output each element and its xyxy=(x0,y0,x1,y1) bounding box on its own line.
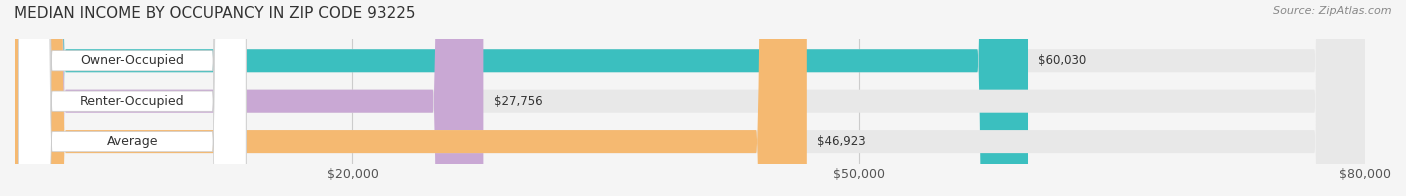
FancyBboxPatch shape xyxy=(15,0,1365,196)
Text: Source: ZipAtlas.com: Source: ZipAtlas.com xyxy=(1274,6,1392,16)
FancyBboxPatch shape xyxy=(15,0,1028,196)
FancyBboxPatch shape xyxy=(15,0,807,196)
Text: MEDIAN INCOME BY OCCUPANCY IN ZIP CODE 93225: MEDIAN INCOME BY OCCUPANCY IN ZIP CODE 9… xyxy=(14,6,416,21)
FancyBboxPatch shape xyxy=(18,0,246,196)
Text: Renter-Occupied: Renter-Occupied xyxy=(80,95,184,108)
FancyBboxPatch shape xyxy=(15,0,484,196)
FancyBboxPatch shape xyxy=(18,0,246,196)
Text: Average: Average xyxy=(107,135,157,148)
Text: $60,030: $60,030 xyxy=(1038,54,1087,67)
FancyBboxPatch shape xyxy=(18,0,246,196)
Text: Owner-Occupied: Owner-Occupied xyxy=(80,54,184,67)
Text: $27,756: $27,756 xyxy=(494,95,543,108)
Text: $46,923: $46,923 xyxy=(817,135,866,148)
FancyBboxPatch shape xyxy=(15,0,1365,196)
FancyBboxPatch shape xyxy=(15,0,1365,196)
